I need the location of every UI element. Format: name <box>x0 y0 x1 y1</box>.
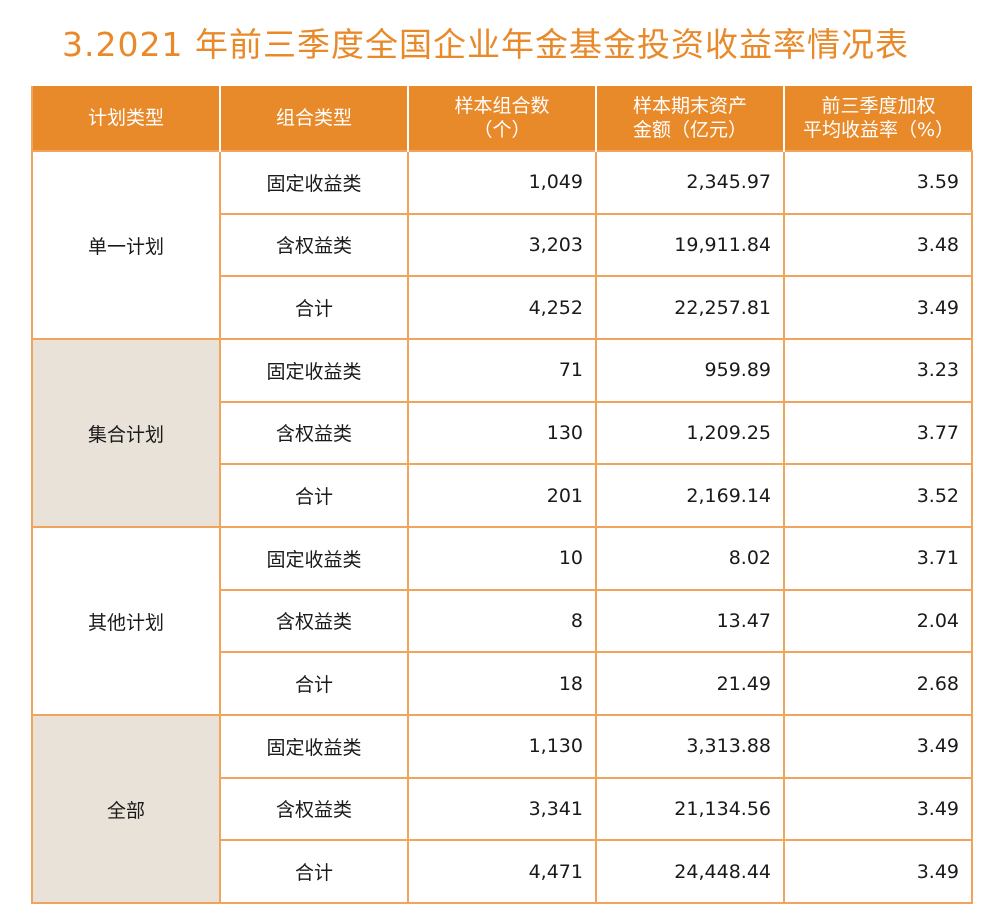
header-sample-count-line2: （个） <box>473 119 531 141</box>
return-rate-cell: 3.23 <box>783 338 973 403</box>
portfolio-type-cell: 含权益类 <box>219 400 409 466</box>
header-sample-count: 样本组合数 （个） <box>407 86 596 151</box>
portfolio-type-cell: 合计 <box>219 275 409 340</box>
assets-cell: 3,313.88 <box>595 714 785 779</box>
return-rate-cell: 3.71 <box>783 526 973 591</box>
table-row: 含权益类 130 1,209.25 3.77 <box>32 400 973 466</box>
header-plan-type: 计划类型 <box>32 86 220 151</box>
sample-count-cell: 10 <box>407 526 597 591</box>
portfolio-type-cell: 固定收益类 <box>219 338 409 403</box>
header-sample-count-line1: 样本组合数 <box>454 95 550 117</box>
group-other-plan: 其他计划 固定收益类 10 8.02 3.71 含权益类 8 13.47 2.0… <box>31 526 973 716</box>
header-return-rate: 前三季度加权 平均收益率（%） <box>783 86 972 151</box>
assets-cell: 24,448.44 <box>595 839 785 904</box>
header-return-rate-line1: 前三季度加权 <box>821 95 936 117</box>
header-return-rate-line2: 平均收益率（%） <box>802 119 955 141</box>
header-assets: 样本期末资产 金额（亿元） <box>595 86 784 151</box>
assets-cell: 22,257.81 <box>595 275 785 340</box>
return-rate-cell: 2.04 <box>783 588 973 654</box>
return-rate-cell: 3.49 <box>783 275 973 340</box>
portfolio-type-cell: 含权益类 <box>219 588 409 654</box>
sample-count-cell: 130 <box>407 400 597 466</box>
table-row: 合计 201 2,169.14 3.52 <box>32 463 973 528</box>
table-row: 全部 固定收益类 1,130 3,313.88 3.49 <box>31 714 973 904</box>
table-row: 含权益类 3,203 19,911.84 3.48 <box>32 212 973 278</box>
page-title: 3.2021 年前三季度全国企业年金基金投资收益率情况表 <box>62 25 909 64</box>
table-header: 计划类型 组合类型 样本组合数 （个） 样本期末资产 金额（亿元） 前三季度加权… <box>32 86 972 151</box>
assets-cell: 19,911.84 <box>595 212 785 278</box>
sample-count-cell: 201 <box>407 463 597 528</box>
return-rate-cell: 3.49 <box>783 839 973 904</box>
plan-type-cell: 集合计划 <box>31 338 221 528</box>
portfolio-type-cell: 合计 <box>219 651 409 716</box>
sample-count-cell: 1,130 <box>407 714 597 779</box>
plan-type-cell: 其他计划 <box>31 526 221 716</box>
group-all-plans: 全部 固定收益类 1,130 3,313.88 3.49 含权益类 3,341 … <box>31 714 973 904</box>
assets-cell: 21,134.56 <box>595 776 785 842</box>
sample-count-cell: 71 <box>407 338 597 403</box>
portfolio-type-cell: 合计 <box>219 839 409 904</box>
assets-cell: 13.47 <box>595 588 785 654</box>
assets-cell: 8.02 <box>595 526 785 591</box>
annuity-return-table: 计划类型 组合类型 样本组合数 （个） 样本期末资产 金额（亿元） 前三季度加权… <box>31 86 973 904</box>
portfolio-type-cell: 固定收益类 <box>219 714 409 779</box>
assets-cell: 2,345.97 <box>595 150 785 215</box>
return-rate-cell: 3.52 <box>783 463 973 528</box>
sample-count-cell: 4,252 <box>407 275 597 340</box>
table-row: 合计 18 21.49 2.68 <box>32 651 973 716</box>
header-row: 计划类型 组合类型 样本组合数 （个） 样本期末资产 金额（亿元） 前三季度加权… <box>32 86 972 151</box>
table-row: 单一计划 固定收益类 1,049 2,345.97 3.59 <box>31 150 973 340</box>
return-rate-cell: 3.48 <box>783 212 973 278</box>
return-rate-cell: 3.49 <box>783 714 973 779</box>
assets-cell: 21.49 <box>595 651 785 716</box>
table-row: 合计 4,252 22,257.81 3.49 <box>32 275 973 340</box>
sample-count-cell: 3,203 <box>407 212 597 278</box>
return-rate-cell: 3.77 <box>783 400 973 466</box>
portfolio-type-cell: 含权益类 <box>219 212 409 278</box>
header-assets-line1: 样本期末资产 <box>632 95 747 117</box>
assets-cell: 959.89 <box>595 338 785 403</box>
group-single-plan: 单一计划 固定收益类 1,049 2,345.97 3.59 含权益类 3,20… <box>31 150 973 340</box>
assets-cell: 2,169.14 <box>595 463 785 528</box>
header-assets-line2: 金额（亿元） <box>632 119 747 141</box>
sample-count-cell: 18 <box>407 651 597 716</box>
sample-count-cell: 8 <box>407 588 597 654</box>
return-rate-cell: 2.68 <box>783 651 973 716</box>
table-row: 其他计划 固定收益类 10 8.02 3.71 <box>31 526 973 716</box>
portfolio-type-cell: 固定收益类 <box>219 150 409 215</box>
portfolio-type-cell: 合计 <box>219 463 409 528</box>
table-row: 含权益类 3,341 21,134.56 3.49 <box>32 776 973 842</box>
sample-count-cell: 4,471 <box>407 839 597 904</box>
return-rate-cell: 3.49 <box>783 776 973 842</box>
table-row: 集合计划 固定收益类 71 959.89 3.23 <box>31 338 973 528</box>
portfolio-type-cell: 固定收益类 <box>219 526 409 591</box>
return-rate-cell: 3.59 <box>783 150 973 215</box>
group-collective-plan: 集合计划 固定收益类 71 959.89 3.23 含权益类 130 1,209… <box>31 338 973 528</box>
table-row: 含权益类 8 13.47 2.04 <box>32 588 973 654</box>
table-row: 合计 4,471 24,448.44 3.49 <box>32 839 973 904</box>
sample-count-cell: 3,341 <box>407 776 597 842</box>
header-portfolio-type: 组合类型 <box>219 86 408 151</box>
plan-type-cell: 全部 <box>31 714 221 904</box>
sample-count-cell: 1,049 <box>407 150 597 215</box>
portfolio-type-cell: 含权益类 <box>219 776 409 842</box>
plan-type-cell: 单一计划 <box>31 150 221 340</box>
assets-cell: 1,209.25 <box>595 400 785 466</box>
